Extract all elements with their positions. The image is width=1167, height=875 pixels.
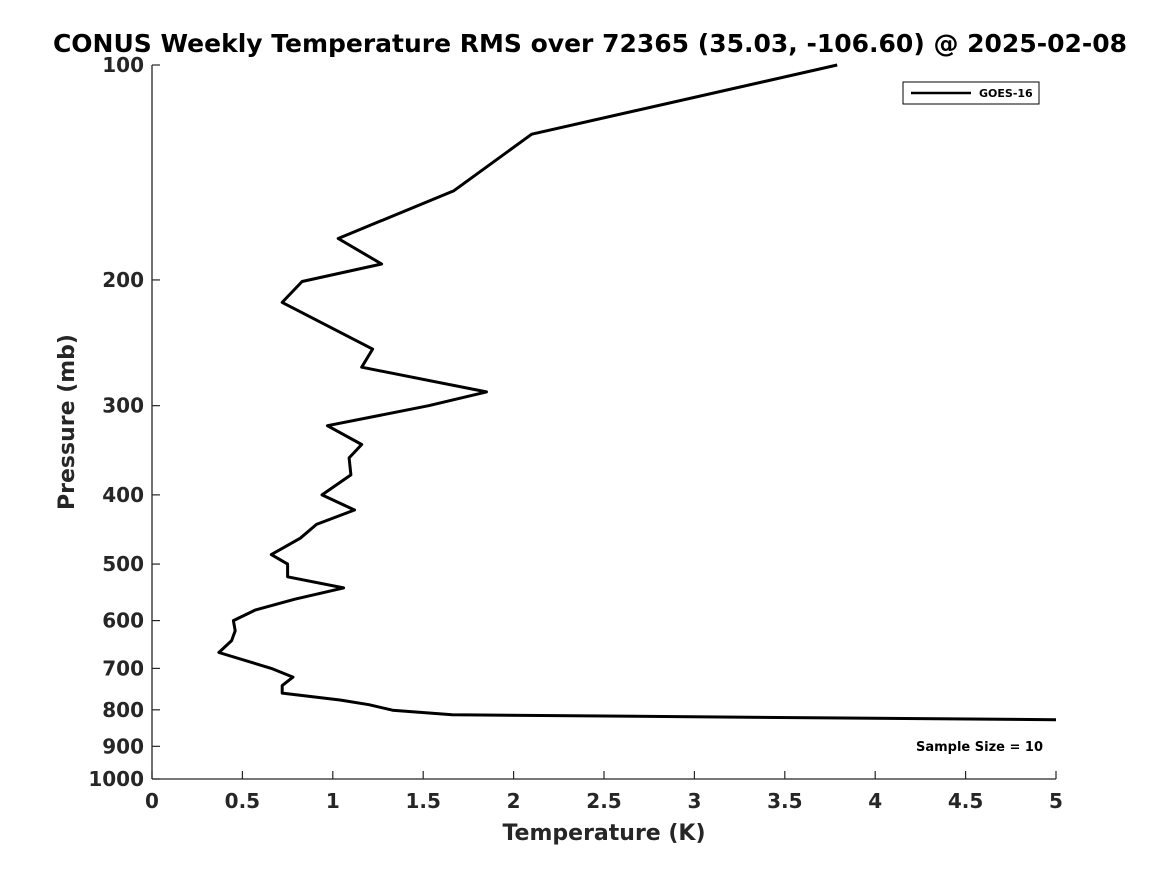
y-tick-label: 800: [102, 698, 144, 722]
series-group: [217, 63, 1057, 722]
chart-title: CONUS Weekly Temperature RMS over 72365 …: [53, 29, 1127, 58]
y-tick-label: 300: [102, 394, 144, 418]
y-axis-label: Pressure (mb): [55, 334, 80, 510]
x-tick-label: 0: [145, 789, 159, 813]
x-tick-label: 3.5: [767, 789, 802, 813]
plot-area: [151, 65, 1056, 780]
x-tick-label: 0.5: [225, 789, 260, 813]
x-tick-label: 1.5: [405, 789, 440, 813]
y-tick-label: 600: [102, 609, 144, 633]
sample-size-annotation: Sample Size = 10: [916, 740, 1043, 755]
x-tick-label: 4.5: [948, 789, 983, 813]
y-tick-label: 700: [102, 656, 144, 680]
y-tick-label: 200: [102, 268, 144, 292]
x-tick-label: 2.5: [586, 789, 621, 813]
y-tick-label: 1000: [88, 767, 144, 791]
y-ticks: 100 200 300 400 500 600 700 800 900 1000: [88, 53, 160, 791]
y-tick-label: 900: [102, 734, 144, 758]
legend: GOES-16: [902, 81, 1040, 105]
x-axis-label: Temperature (K): [502, 821, 705, 846]
x-tick-label: 1: [326, 789, 340, 813]
legend-entry-label: GOES-16: [979, 87, 1033, 100]
series-line-0: [217, 63, 1057, 722]
y-tick-label: 400: [102, 483, 144, 507]
x-tick-label: 4: [868, 789, 882, 813]
x-tick-label: 5: [1049, 789, 1063, 813]
y-tick-label: 100: [102, 53, 144, 77]
x-tick-label: 2: [507, 789, 521, 813]
y-tick-label: 500: [102, 552, 144, 576]
x-ticks: 0 0.5 1 1.5 2 2.5 3 3.5 4 4.5 5: [145, 771, 1063, 813]
x-tick-label: 3: [687, 789, 701, 813]
